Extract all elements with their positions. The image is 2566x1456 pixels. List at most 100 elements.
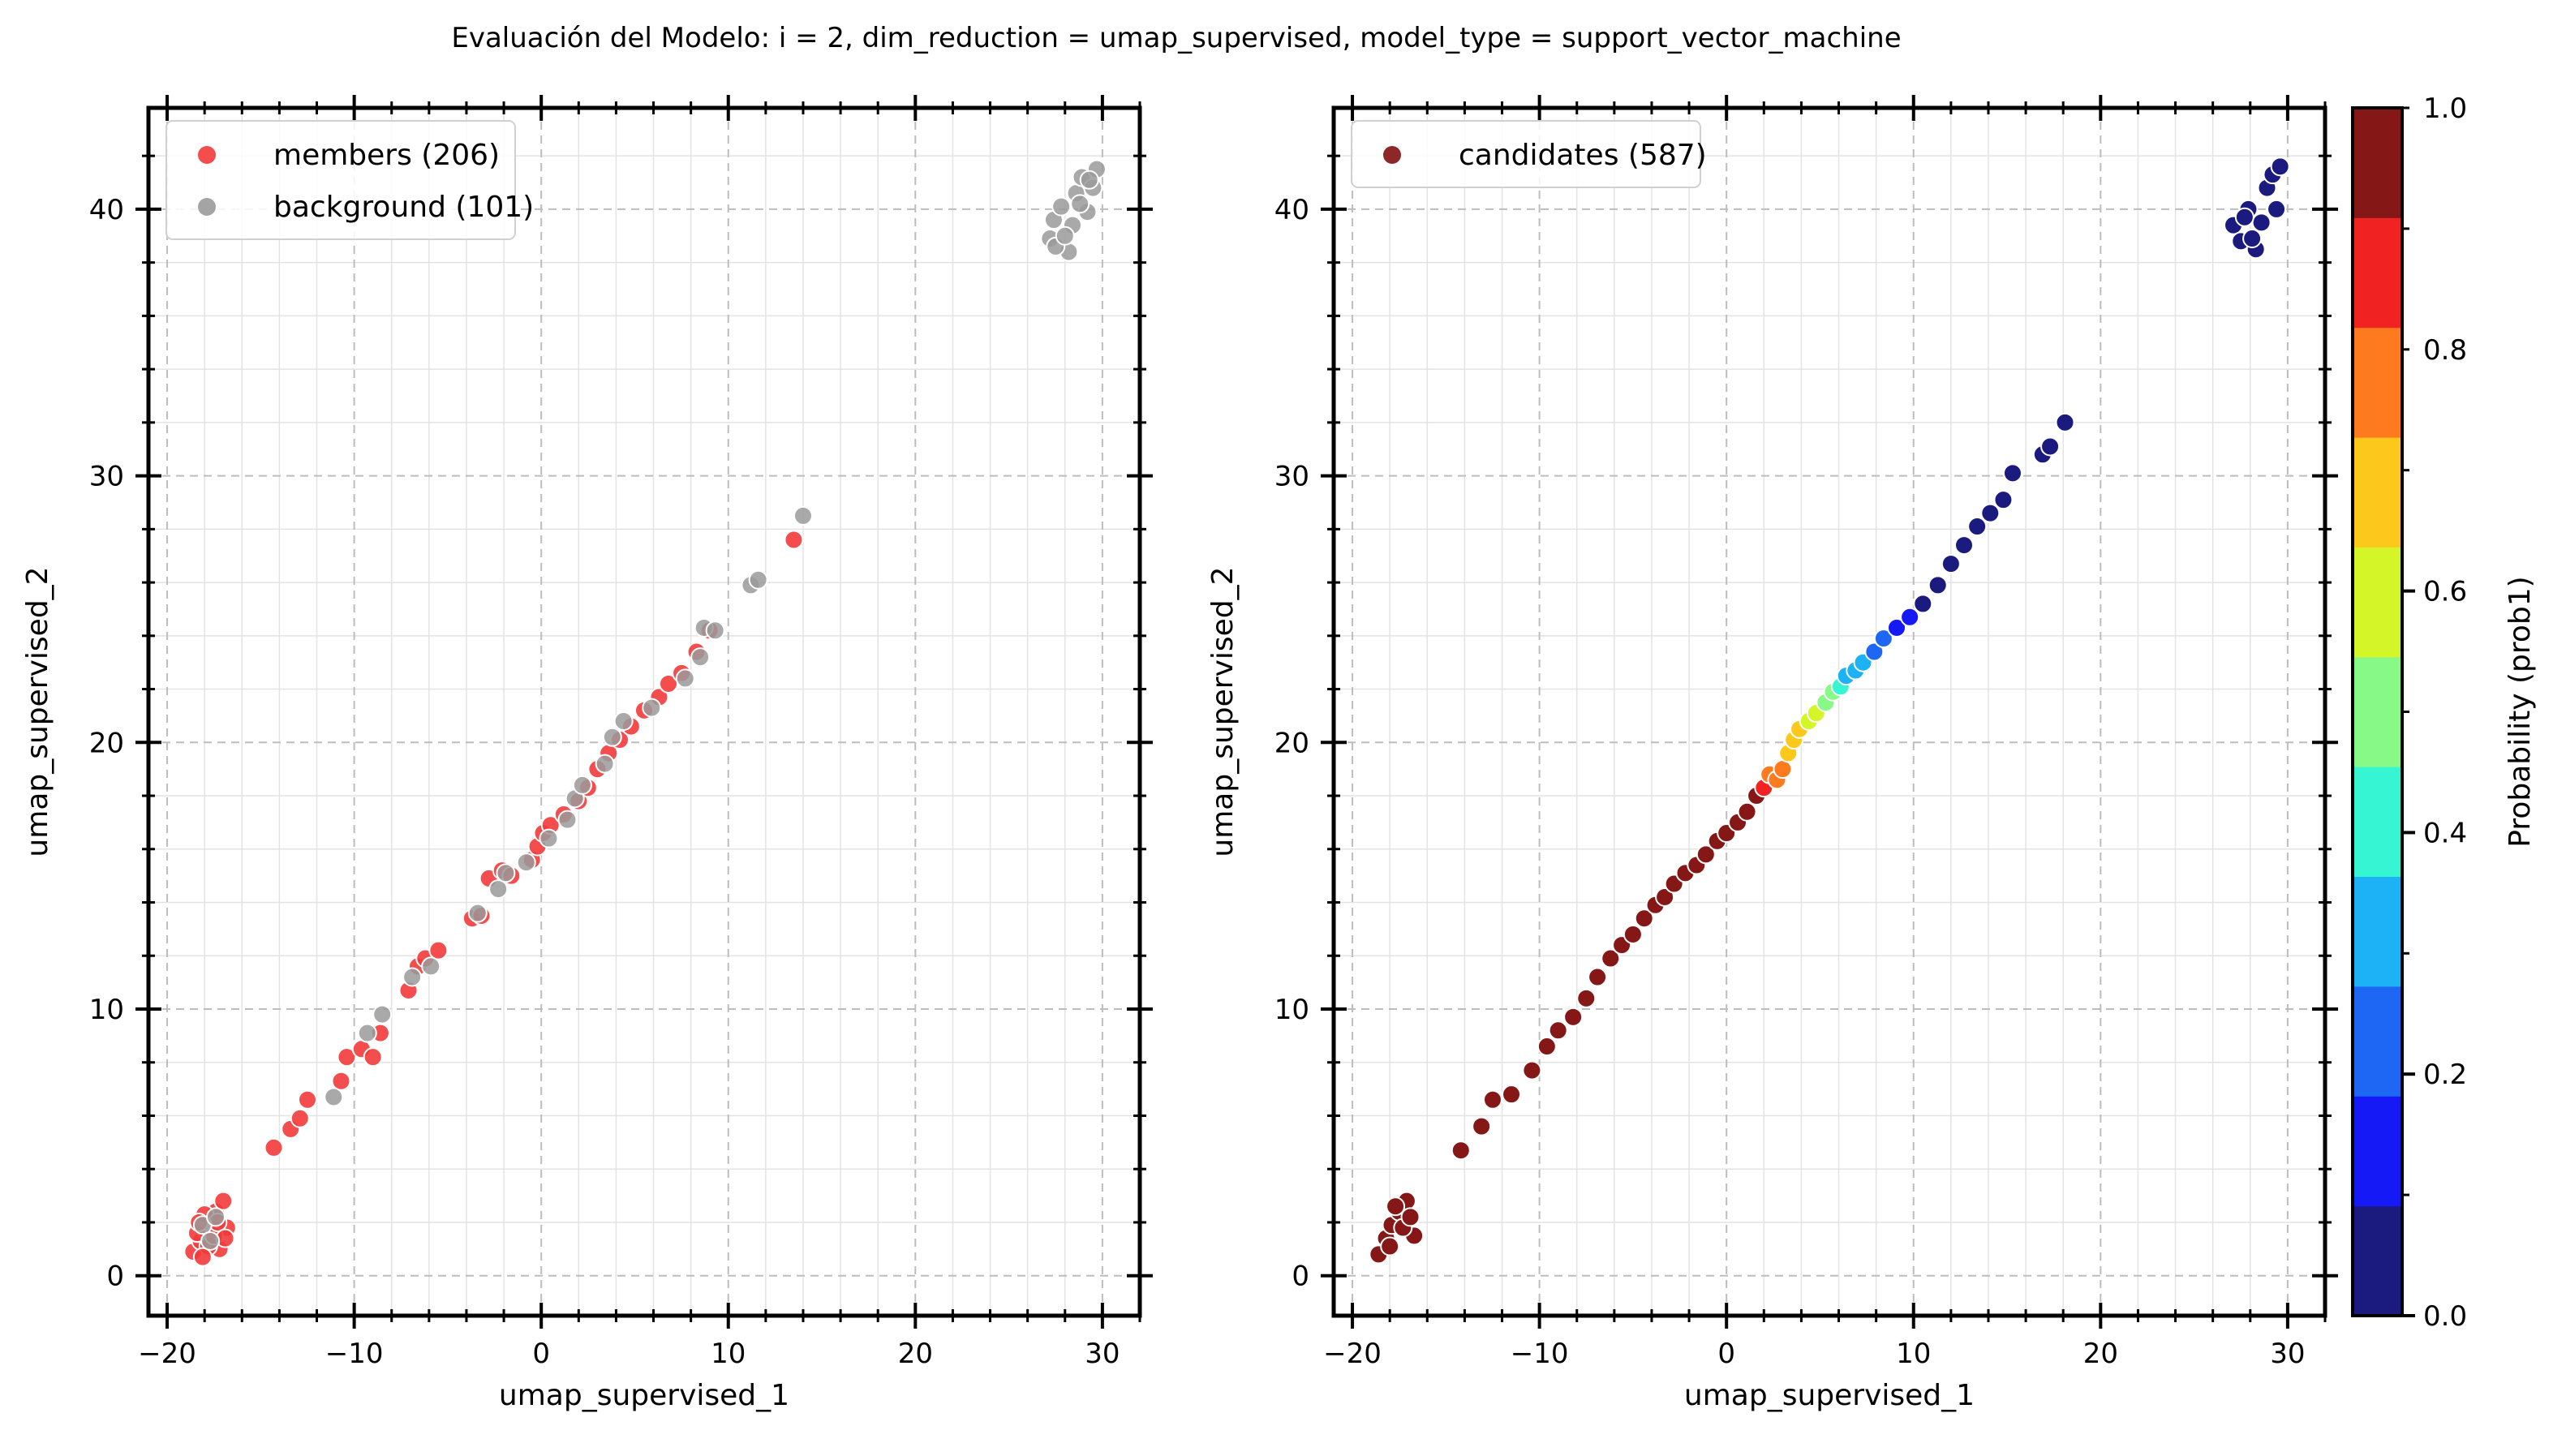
panel-0-x-tick-label: −20	[138, 1338, 196, 1370]
panel-1-point	[1502, 1084, 1522, 1105]
panel-0-point	[488, 879, 509, 900]
panel-1-legend-label: candidates (587)	[1459, 139, 1707, 172]
panel-0-axes-frame	[146, 105, 1142, 1318]
panel-1-legend-box	[1351, 120, 1701, 188]
panel-0-point	[206, 1207, 226, 1227]
panel-1-y-tick-label: 30	[1274, 461, 1309, 493]
panel-1-point	[1548, 1020, 1568, 1041]
panel-0-point	[516, 853, 536, 873]
panel-1-point	[1913, 594, 1933, 614]
panel-0-point	[793, 505, 813, 526]
panel-0-y-tick-label: 40	[89, 194, 124, 226]
panel-0-point	[602, 727, 622, 747]
panel-0-point	[595, 754, 615, 774]
panel-0-point	[421, 956, 441, 977]
panel-0-point	[264, 1137, 284, 1157]
panel-1-point	[1576, 988, 1597, 1008]
panel-1-point	[1386, 1196, 1406, 1217]
panel-1-point	[2242, 229, 2263, 249]
panel-0-point	[642, 698, 662, 718]
colorbar-tick-label: 0.6	[2423, 576, 2467, 608]
candidates-probability-scatter-panel: −20 −10 0 10 20 30 0 10 20 30 40 umap_supervised_1 u…	[1206, 95, 2338, 1412]
panel-1-point	[1900, 607, 1920, 627]
panel-1-point	[1451, 1140, 1471, 1161]
panel-0-point	[192, 1247, 213, 1267]
panel-0-y-tick-label: 30	[89, 461, 124, 493]
panel-0-point	[496, 863, 516, 883]
colorbar-tick-label: 0.0	[2423, 1300, 2467, 1333]
panel-1-x-axis-label: umap_supervised_1	[1684, 1379, 1975, 1412]
panel-0-point	[1070, 194, 1090, 214]
panel-1-point	[1588, 967, 1608, 987]
panel-0-legend-label: members (206)	[273, 139, 500, 172]
panel-0-point	[675, 668, 695, 689]
panel-0-point	[784, 530, 804, 550]
panel-1-point	[1655, 887, 1675, 907]
colorbar-bin	[2353, 108, 2402, 218]
panel-1-x-tick-label: −20	[1323, 1338, 1382, 1370]
colorbar-tick-label: 0.4	[2423, 817, 2467, 849]
panel-1-point	[1980, 503, 2001, 523]
colorbar-bin	[2353, 656, 2402, 767]
panel-0-point	[539, 828, 559, 848]
panel-1-point	[1873, 629, 1893, 649]
panel-1-point	[2251, 213, 2272, 233]
colorbar-bin	[2353, 767, 2402, 878]
panel-1-point	[2002, 463, 2022, 483]
panel-0-point	[1079, 170, 1099, 190]
panel-0-x-axis-label: umap_supervised_1	[499, 1379, 789, 1412]
colorbar-tick-label: 0.8	[2423, 334, 2467, 367]
colorbar-bin	[2353, 547, 2402, 658]
panel-0-point	[557, 810, 578, 830]
panel-1-point	[1954, 535, 1975, 556]
panel-0-point	[324, 1087, 344, 1107]
members-background-scatter-panel: −20 −10 0 10 20 30 0 10 20 30 40 umap_supervised_1 u…	[21, 95, 1153, 1412]
colorbar-bin	[2353, 1096, 2402, 1207]
probability-colorbar: 0.0 0.2 0.4 0.6 0.8 1.0 Probability (prob1)	[2351, 92, 2537, 1333]
panel-1-point	[1773, 759, 1793, 780]
panel-0-point	[363, 1047, 383, 1067]
panel-0-point	[297, 1089, 317, 1110]
panel-0-point	[337, 1047, 357, 1067]
panel-1-legend-marker	[1383, 146, 1401, 164]
panel-0-y-tick-label: 10	[89, 994, 124, 1026]
panel-0-point	[690, 647, 711, 668]
panel-0-point	[331, 1071, 351, 1091]
panel-0-legend-label: background (101)	[273, 191, 534, 224]
panel-1-point	[2234, 207, 2254, 227]
panel-0-y-tick-label: 20	[89, 727, 124, 759]
panel-1-point	[1737, 801, 1757, 822]
panel-1-point	[1537, 1037, 1557, 1057]
panel-1-point	[2040, 436, 2061, 457]
panel-0-point	[1055, 225, 1075, 246]
panel-0-y-axis-label: umap_supervised_2	[21, 566, 54, 857]
panel-1-x-tick-label: 0	[1717, 1338, 1735, 1370]
panel-1-point	[1696, 844, 1716, 865]
panel-1-point	[1522, 1060, 1542, 1080]
panel-0-y-tick-label: 0	[106, 1261, 124, 1293]
panel-1-y-tick-label: 40	[1274, 194, 1309, 226]
panel-1-point	[1864, 642, 1885, 662]
colorbar-label: Probability (prob1)	[2504, 576, 2537, 847]
panel-1-point	[1967, 517, 1988, 537]
panel-0-point	[613, 711, 634, 732]
colorbar-bin	[2353, 327, 2402, 438]
panel-0-x-tick-label: −10	[325, 1338, 384, 1370]
panel-1-y-tick-label: 10	[1274, 994, 1309, 1026]
panel-0-point	[200, 1231, 221, 1251]
figure-title: Evaluación del Modelo: i = 2, dim_reduct…	[451, 22, 1901, 54]
panel-0-point	[467, 903, 488, 923]
panel-0-point	[748, 569, 768, 590]
panel-1-point	[1993, 490, 2014, 510]
panel-1-point	[1400, 1207, 1421, 1227]
panel-1-x-tick-label: 20	[2083, 1338, 2118, 1370]
panel-1-point	[1941, 554, 1961, 574]
panel-0-point	[402, 967, 423, 987]
panel-0-x-tick-label: 10	[711, 1338, 746, 1370]
panel-1-point	[1380, 1236, 1400, 1256]
panel-1-point	[1623, 924, 1643, 944]
panel-1-x-tick-label: 10	[1896, 1338, 1931, 1370]
panel-1-point	[1887, 617, 1907, 638]
panel-0-point	[290, 1108, 310, 1128]
